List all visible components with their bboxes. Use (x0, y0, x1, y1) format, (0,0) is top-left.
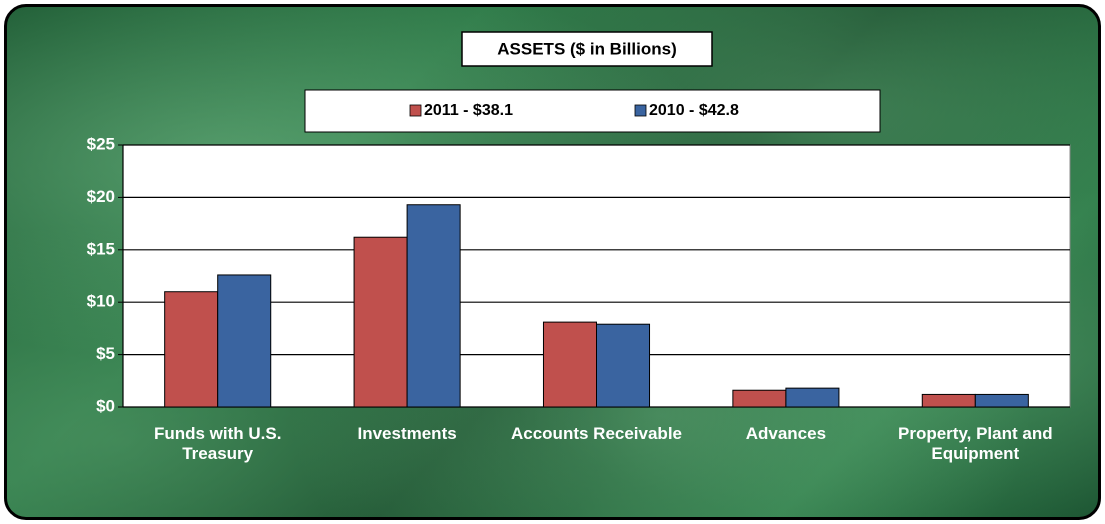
x-tick-label: Accounts Receivable (510, 424, 682, 443)
y-tick-label: $0 (96, 396, 115, 415)
x-tick-label: Funds with U.S. Treasury (153, 424, 282, 463)
legend-label: 2010 - $42.8 (649, 102, 739, 119)
legend-label: 2011 - $38.1 (424, 102, 513, 119)
y-tick-label: $15 (87, 239, 115, 258)
bar (217, 274, 272, 408)
bar (542, 321, 598, 408)
bar (596, 323, 651, 408)
y-tick-label: $10 (87, 292, 115, 311)
y-tick-label: $20 (87, 187, 115, 206)
bar (406, 204, 461, 408)
bar (164, 291, 219, 408)
y-tick-label: $5 (96, 344, 115, 363)
bar (974, 393, 1029, 408)
x-tick-label: Investments (357, 424, 457, 443)
bar (353, 236, 408, 408)
x-tick-label: Property, Plant and Equipment (897, 424, 1053, 463)
x-tick-label: Advances (745, 424, 827, 443)
bar (785, 387, 840, 408)
legend-swatch (409, 104, 422, 117)
legend-swatch (634, 104, 647, 117)
chart-title: ASSETS ($ in Billions) (497, 39, 676, 58)
legend-box (304, 89, 881, 133)
bar (732, 389, 787, 408)
title-box (461, 31, 713, 67)
bar (921, 393, 976, 408)
y-tick-label: $25 (87, 134, 115, 153)
